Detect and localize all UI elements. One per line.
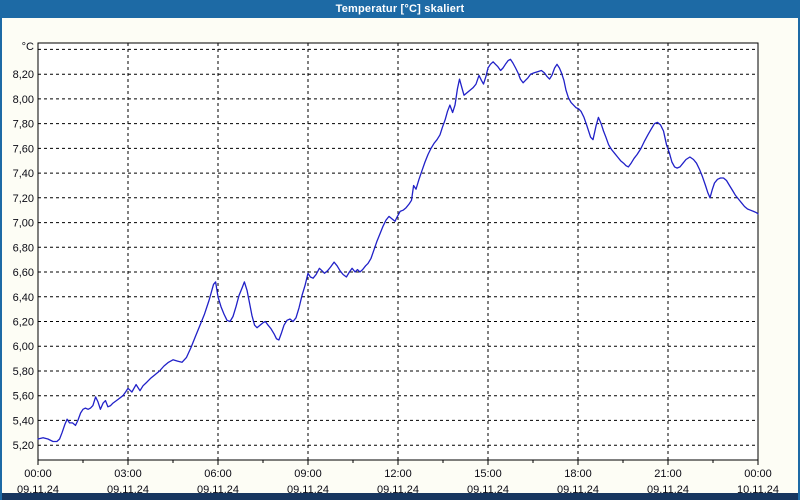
y-axis-tick-label: 6,80 — [13, 242, 34, 254]
y-axis-tick-label: 6,40 — [13, 292, 34, 304]
plot-background — [38, 43, 758, 460]
y-axis-tick-label: 5,40 — [13, 415, 34, 427]
y-axis-unit-label: °C — [22, 41, 34, 53]
x-axis-time-label: 09:00 — [294, 468, 322, 480]
window-title: Temperatur [°C] skaliert — [335, 3, 465, 15]
y-axis-tick-label: 7,00 — [13, 218, 34, 230]
x-axis-time-label: 00:00 — [744, 468, 772, 480]
x-axis-time-label: 21:00 — [654, 468, 682, 480]
temperature-line — [37, 58, 759, 443]
y-axis-tick-label: 7,60 — [13, 143, 34, 155]
y-axis-tick-label: 5,80 — [13, 366, 34, 378]
y-axis-tick-label: 7,80 — [13, 119, 34, 131]
chart-area: °C 8,20 8,00 7,80 7,60 7,40 7,20 7,00 6,80 6,60 6,… — [2, 18, 798, 496]
y-axis-tick-label: 5,60 — [13, 391, 34, 403]
x-axis-time-label: 12:00 — [384, 468, 412, 480]
x-axis-time-label: 18:00 — [564, 468, 592, 480]
y-axis-tick-label: 6,60 — [13, 267, 34, 279]
x-axis-time-label: 06:00 — [204, 468, 232, 480]
bottom-frame — [2, 493, 798, 500]
y-axis-tick-label: 7,20 — [13, 193, 34, 205]
y-axis-tick-label: 8,00 — [13, 94, 34, 106]
y-axis-tick-label: 7,40 — [13, 168, 34, 180]
x-axis-time-label: 00:00 — [24, 468, 52, 480]
y-axis-tick-label: 6,00 — [13, 341, 34, 353]
temperature-chart: °C 8,20 8,00 7,80 7,60 7,40 7,20 7,00 6,80 6,60 6,… — [13, 41, 779, 496]
y-axis-tick-label: 5,20 — [13, 440, 34, 452]
y-axis-tick-label: 8,20 — [13, 69, 34, 81]
y-axis-tick-label: 6,20 — [13, 316, 34, 328]
title-bar: Temperatur [°C] skaliert — [2, 0, 798, 18]
x-axis-time-label: 15:00 — [474, 468, 502, 480]
x-axis-time-label: 03:00 — [114, 468, 142, 480]
